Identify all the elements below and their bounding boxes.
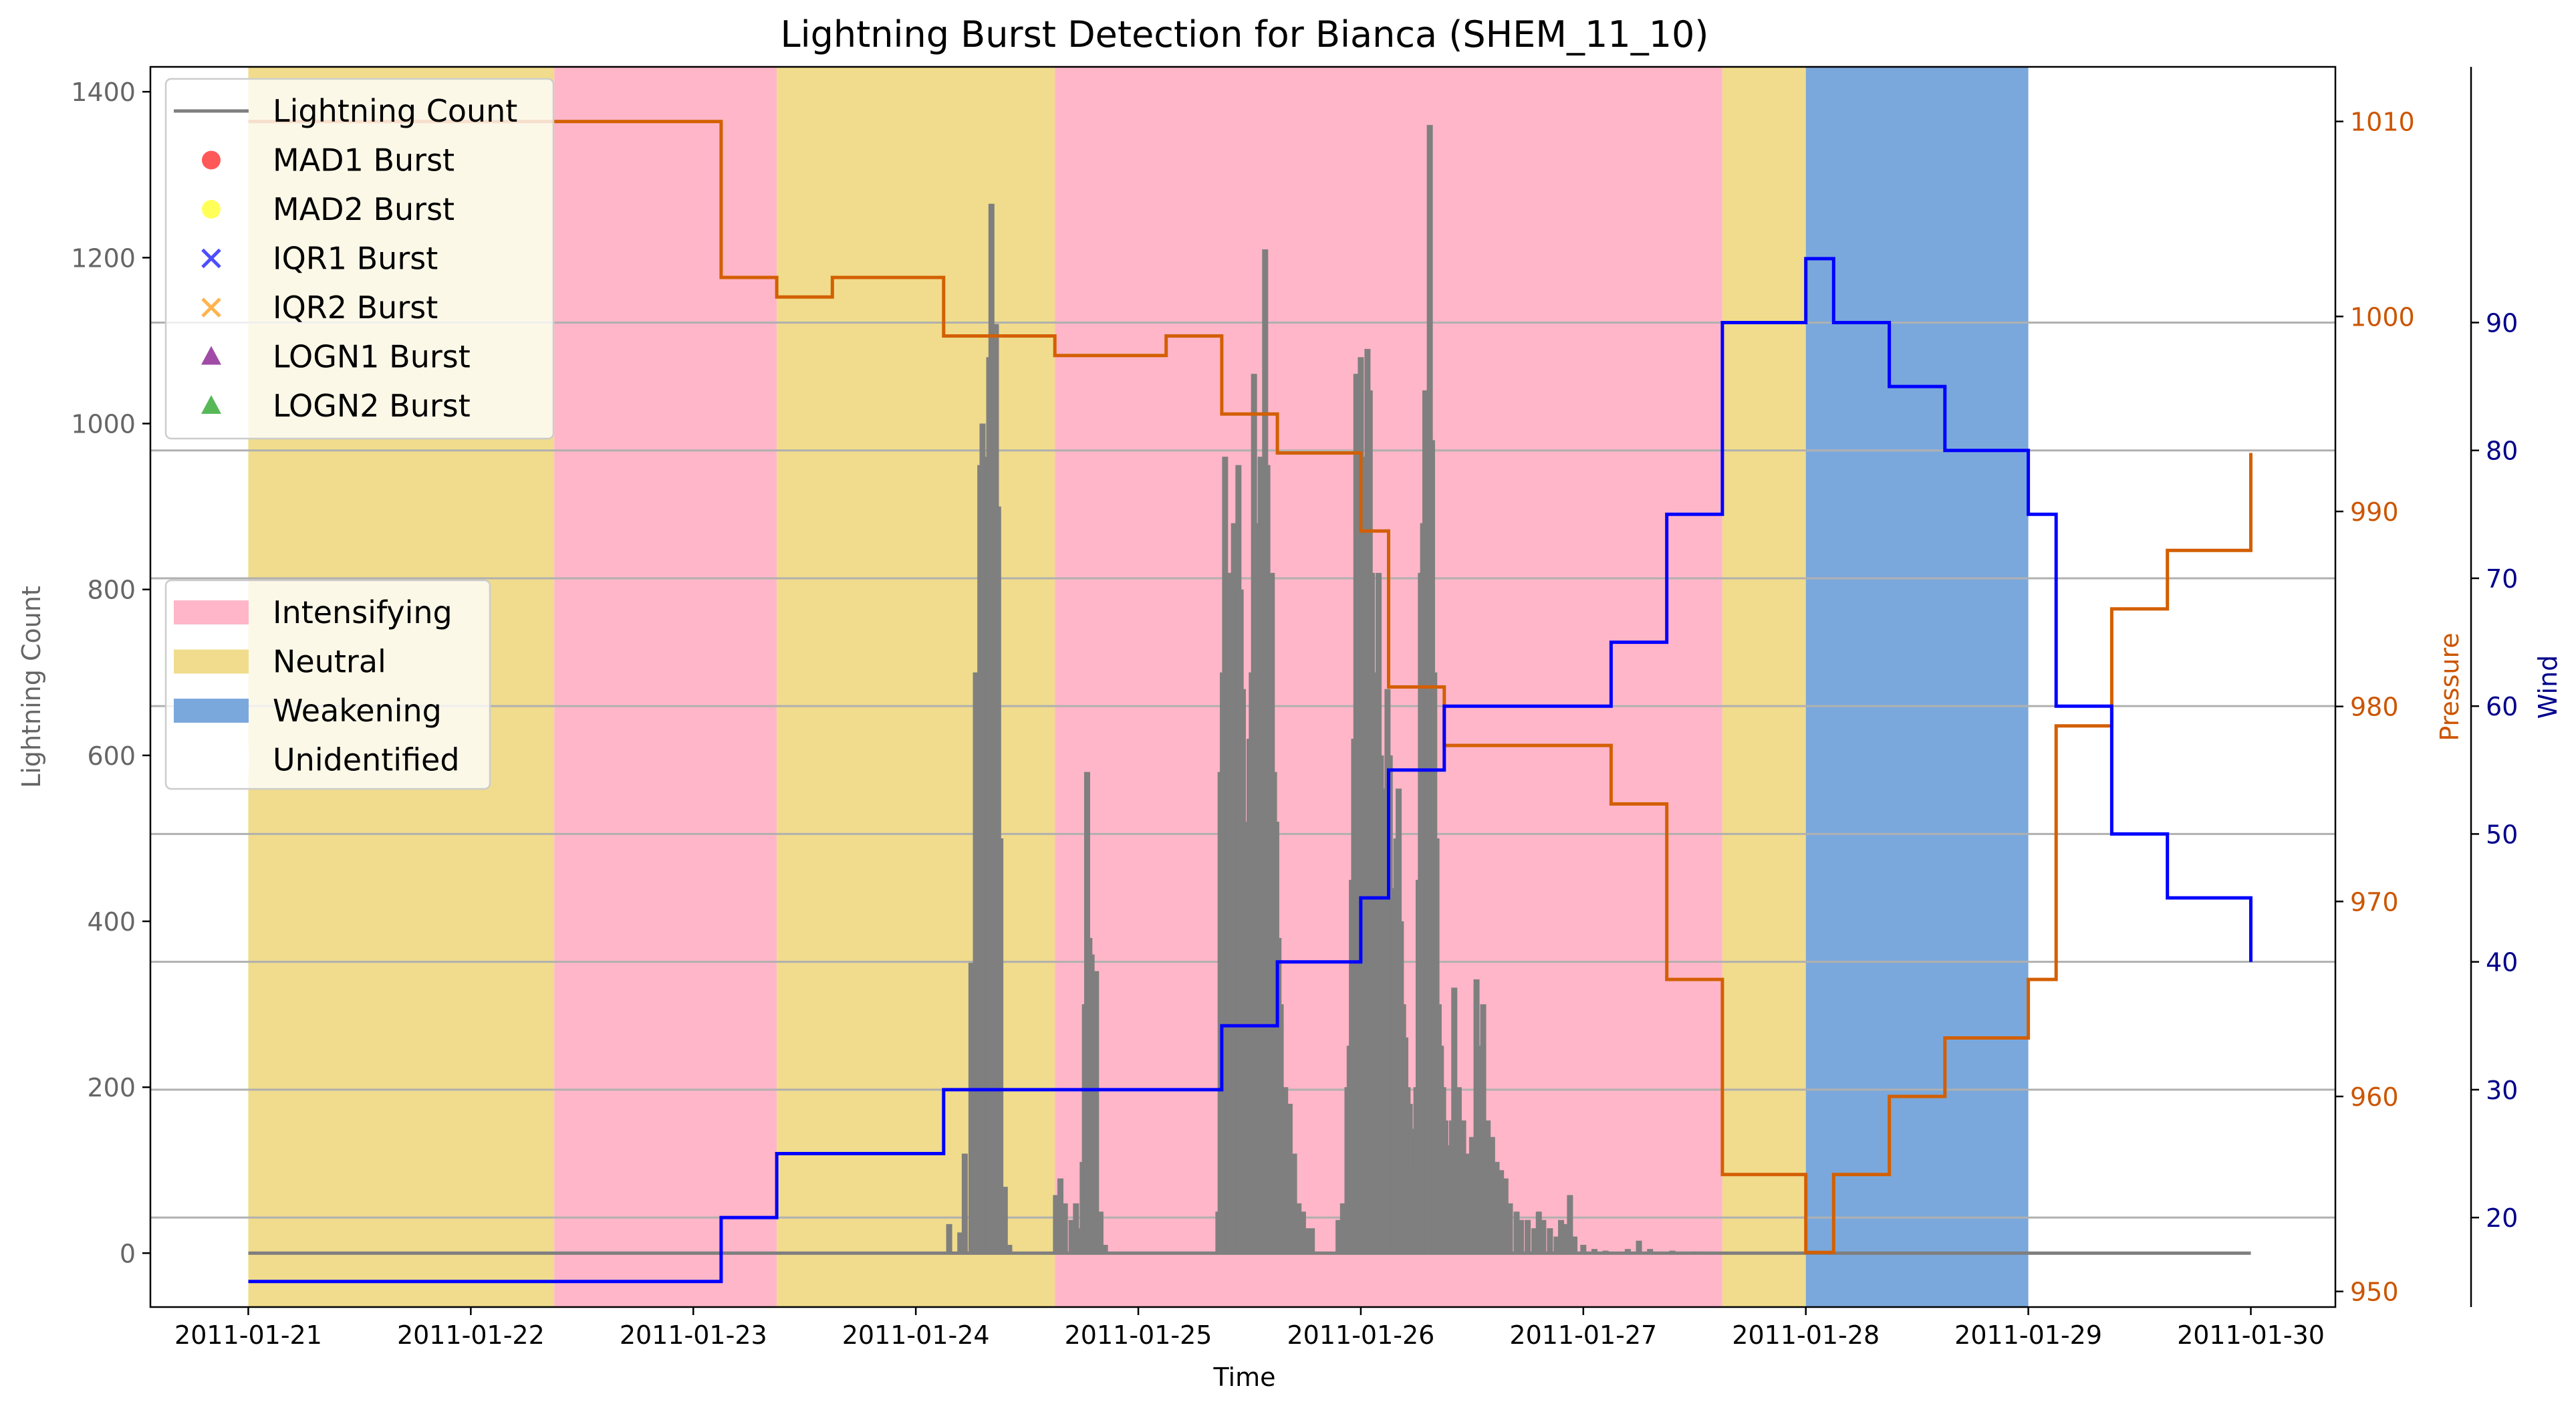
wind-tick-label: 30 (2486, 1076, 2518, 1105)
chart-title: Lightning Burst Detection for Bianca (SH… (781, 13, 1709, 55)
pressure-tick-label: 1010 (2350, 108, 2415, 137)
legend-box (164, 579, 491, 790)
phase-band-weakening (1805, 67, 2029, 1307)
x-axis-label: Time (1213, 1363, 1276, 1392)
x-tick-label: 2011-01-26 (1287, 1320, 1435, 1350)
legend-phases: Intensifying Neutral Weakening Unidentified (164, 579, 491, 790)
x-tick-label: 2011-01-30 (2177, 1320, 2325, 1350)
pressure-tick-label: 980 (2350, 693, 2399, 722)
wind-tick-label: 40 (2486, 948, 2518, 977)
legend-label: MAD2 Burst (273, 191, 455, 227)
legend-x-marker (201, 298, 221, 318)
legend-phase-swatch (174, 649, 249, 674)
pressure-tick-label: 970 (2350, 887, 2399, 917)
phase-band-intensifying (554, 67, 777, 1307)
x-tick-label: 2011-01-27 (1509, 1320, 1657, 1350)
phase-band-neutral (1722, 67, 1806, 1307)
plot-frame (149, 66, 2337, 1308)
legend-phase-swatch (174, 747, 249, 772)
legend-label: Unidentified (273, 742, 460, 778)
legend-label: Intensifying (273, 594, 453, 630)
wind-tick-label: 80 (2486, 437, 2518, 466)
y-tick-label: 600 (87, 741, 136, 771)
wind-tick-label: 50 (2486, 820, 2518, 849)
legend-label: Lightning Count (273, 93, 517, 129)
x-tick-label: 2011-01-28 (1732, 1320, 1880, 1350)
x-tick-label: 2011-01-22 (397, 1320, 545, 1350)
y-tick-label: 1400 (71, 78, 136, 107)
wind-line (248, 257, 2252, 1284)
legend-label: MAD1 Burst (273, 142, 455, 179)
wind-axis: 20 30 40 50 60 70 80 90 (2470, 67, 2518, 1307)
y-axis-label-pressure: Pressure (2435, 632, 2464, 741)
wind-tick-label: 20 (2486, 1203, 2518, 1233)
legend-x-marker (201, 248, 221, 269)
legend-dot-marker (202, 200, 221, 219)
legend-triangle-marker (201, 395, 221, 414)
y-tick-label: 400 (87, 907, 136, 937)
x-tick-label: 2011-01-24 (842, 1320, 990, 1350)
phase-band-neutral (777, 67, 1055, 1307)
y-tick-label: 800 (87, 576, 136, 605)
lightning-count-axis: 0 200 400 600 800 1000 1200 1400 (71, 78, 150, 1268)
pressure-tick-label: 960 (2350, 1082, 2399, 1112)
wind-tick-label: 90 (2486, 308, 2518, 338)
legend-label: Weakening (273, 693, 442, 729)
wind-tick-label: 60 (2486, 692, 2518, 721)
pressure-tick-label: 950 (2350, 1278, 2399, 1307)
legend-label: LOGN2 Burst (273, 388, 471, 424)
legend-label: IQR1 Burst (273, 241, 438, 277)
legend-bursts: Lightning Count MAD1 Burst MAD2 Burst IQR1 … (164, 78, 555, 440)
y-tick-label: 1000 (71, 410, 136, 439)
x-tick-label: 2011-01-21 (174, 1320, 322, 1350)
legend-box (164, 78, 555, 440)
x-tick-label: 2011-01-29 (1954, 1320, 2102, 1350)
y-tick-label: 200 (87, 1073, 136, 1102)
legend-label: Neutral (273, 644, 386, 680)
pressure-tick-label: 990 (2350, 497, 2399, 527)
wind-tick-label: 70 (2486, 564, 2518, 594)
pressure-tick-label: 1000 (2350, 302, 2415, 332)
lightning-series (248, 124, 2251, 1255)
y-tick-label: 0 (120, 1239, 136, 1268)
pressure-line (248, 120, 2252, 1254)
y-axis-label-wind: Wind (2533, 655, 2563, 719)
time-axis: 2011-01-21 2011-01-22 2011-01-23 2011-01-24… (174, 1307, 2325, 1350)
legend-triangle-marker (201, 346, 221, 365)
legend-dot-marker (202, 150, 221, 170)
x-tick-label: 2011-01-25 (1065, 1320, 1212, 1350)
y-axis-label-lightning: Lightning Count (17, 586, 46, 788)
pressure-axis: 950 960 970 980 990 1000 1010 (2335, 108, 2415, 1307)
legend-phase-swatch (174, 600, 249, 624)
x-tick-label: 2011-01-23 (620, 1320, 767, 1350)
legend-label: IQR2 Burst (273, 289, 438, 326)
legend-label: LOGN1 Burst (273, 339, 471, 375)
y-tick-label: 1200 (71, 243, 136, 273)
legend-phase-swatch (174, 699, 249, 723)
phase-bands (248, 67, 2029, 1307)
